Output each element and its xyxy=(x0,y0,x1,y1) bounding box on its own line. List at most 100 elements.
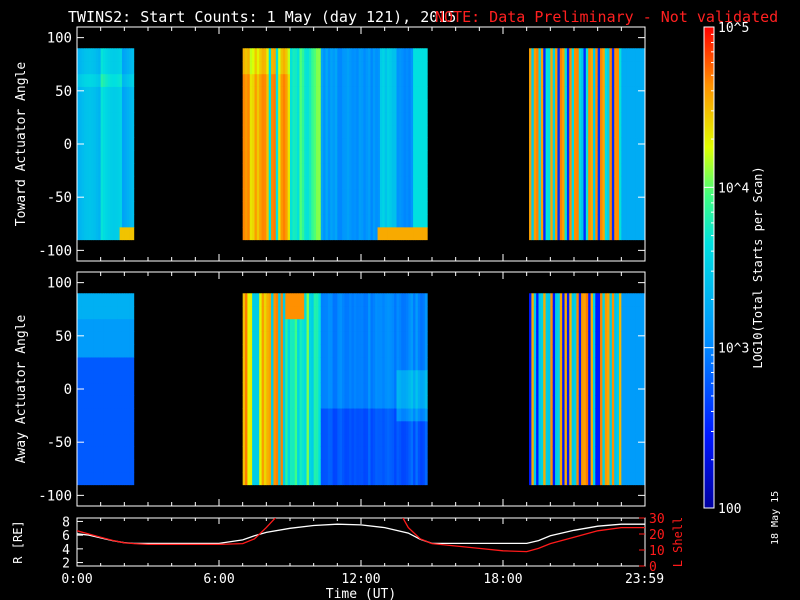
heatmap-cell xyxy=(562,357,565,371)
heatmap-cell xyxy=(408,86,412,100)
heatmap-cell xyxy=(263,446,267,460)
heatmap-cell xyxy=(379,420,383,435)
heatmap-cell xyxy=(318,369,322,384)
heatmap-cell xyxy=(117,395,120,409)
heatmap-cell xyxy=(266,188,270,202)
heatmap-cell xyxy=(588,226,591,241)
heatmap-cell xyxy=(628,201,632,215)
heatmap-cell xyxy=(574,446,577,460)
heatmap-cell xyxy=(254,408,258,422)
heatmap-cell xyxy=(602,201,606,215)
heatmap-cell xyxy=(256,137,260,151)
heatmap-cell xyxy=(261,124,265,139)
heatmap-cell xyxy=(287,163,291,177)
heatmap-cell xyxy=(98,214,102,228)
heatmap-cell xyxy=(252,163,255,177)
heatmap-cell xyxy=(242,369,246,384)
heatmap-cell xyxy=(327,61,331,75)
heatmap-cell xyxy=(126,61,130,75)
heatmap-cell xyxy=(91,150,94,164)
heatmap-cell xyxy=(358,137,362,151)
heatmap-cell xyxy=(100,471,104,486)
heatmap-cell xyxy=(356,137,360,151)
heatmap-cell xyxy=(261,48,265,62)
heatmap-cell xyxy=(588,318,591,332)
heatmap-cell xyxy=(339,73,343,87)
heatmap-cell xyxy=(297,150,300,164)
heatmap-cell xyxy=(273,188,277,202)
heatmap-cell xyxy=(88,163,92,177)
heatmap-cell xyxy=(543,150,546,164)
heatmap-cell xyxy=(387,420,390,435)
heatmap-cell xyxy=(403,175,407,190)
heatmap-cell xyxy=(271,306,274,320)
heatmap-cell xyxy=(642,471,646,486)
heatmap-cell xyxy=(121,73,125,87)
heatmap-cell xyxy=(278,124,281,139)
heatmap-cell xyxy=(614,48,617,62)
heatmap-cell xyxy=(616,112,620,126)
heatmap-cell xyxy=(290,331,293,345)
heatmap-cell xyxy=(313,433,317,447)
heatmap-cell xyxy=(93,137,97,151)
heatmap-cell xyxy=(410,446,414,460)
heatmap-cell xyxy=(410,112,414,126)
heatmap-cell xyxy=(410,408,414,422)
heatmap-cell xyxy=(275,446,279,460)
heatmap-cell xyxy=(77,175,80,190)
heatmap-cell xyxy=(621,112,625,126)
heatmap-cell xyxy=(316,163,319,177)
heatmap-cell xyxy=(308,471,312,486)
heatmap-cell xyxy=(571,331,575,345)
heatmap-cell xyxy=(242,226,246,241)
heatmap-cell xyxy=(547,357,551,371)
heatmap-cell xyxy=(384,395,388,409)
heatmap-cell xyxy=(389,163,393,177)
heatmap-cell xyxy=(590,420,594,435)
heatmap-cell xyxy=(370,306,374,320)
heatmap-cell xyxy=(557,137,561,151)
heatmap-cell xyxy=(623,395,627,409)
heatmap-cell xyxy=(117,163,120,177)
heatmap-cell xyxy=(536,446,539,460)
heatmap-cell xyxy=(365,61,369,75)
heatmap-cell xyxy=(126,318,130,332)
heatmap-cell xyxy=(607,124,610,139)
heatmap-cell xyxy=(382,471,386,486)
heatmap-cell xyxy=(618,471,622,486)
heatmap-cell xyxy=(597,331,601,345)
heatmap-cell xyxy=(103,124,106,139)
heatmap-cell xyxy=(595,331,599,345)
heatmap-cell xyxy=(266,459,270,473)
heatmap-cell xyxy=(616,86,620,100)
heatmap-cell xyxy=(550,73,554,87)
heatmap-cell xyxy=(387,446,390,460)
heatmap-cell xyxy=(626,331,629,345)
heatmap-cell xyxy=(290,99,293,113)
heatmap-cell xyxy=(325,150,329,164)
heatmap-cell xyxy=(420,293,423,307)
heatmap-cell xyxy=(275,112,279,126)
heatmap-cell xyxy=(564,306,568,320)
heatmap-cell xyxy=(562,99,565,113)
heatmap-cell xyxy=(626,344,629,358)
heatmap-cell xyxy=(268,99,272,113)
heatmap-cell xyxy=(266,150,270,164)
heatmap-cell xyxy=(538,48,542,62)
heatmap-cell xyxy=(424,150,428,164)
heatmap-cell xyxy=(318,112,322,126)
heatmap-cell xyxy=(88,395,92,409)
heatmap-cell xyxy=(91,433,94,447)
heatmap-cell xyxy=(285,150,289,164)
heatmap-cell xyxy=(365,306,369,320)
heatmap-cell xyxy=(555,408,558,422)
heatmap-cell xyxy=(105,433,109,447)
heatmap-cell xyxy=(349,86,352,100)
heatmap-cell xyxy=(609,61,613,75)
heatmap-cell xyxy=(635,293,639,307)
heatmap-cell xyxy=(611,137,615,151)
heatmap-cell xyxy=(242,214,246,228)
heatmap-cell xyxy=(538,124,542,139)
heatmap-cell xyxy=(358,318,362,332)
heatmap-cell xyxy=(391,175,395,190)
